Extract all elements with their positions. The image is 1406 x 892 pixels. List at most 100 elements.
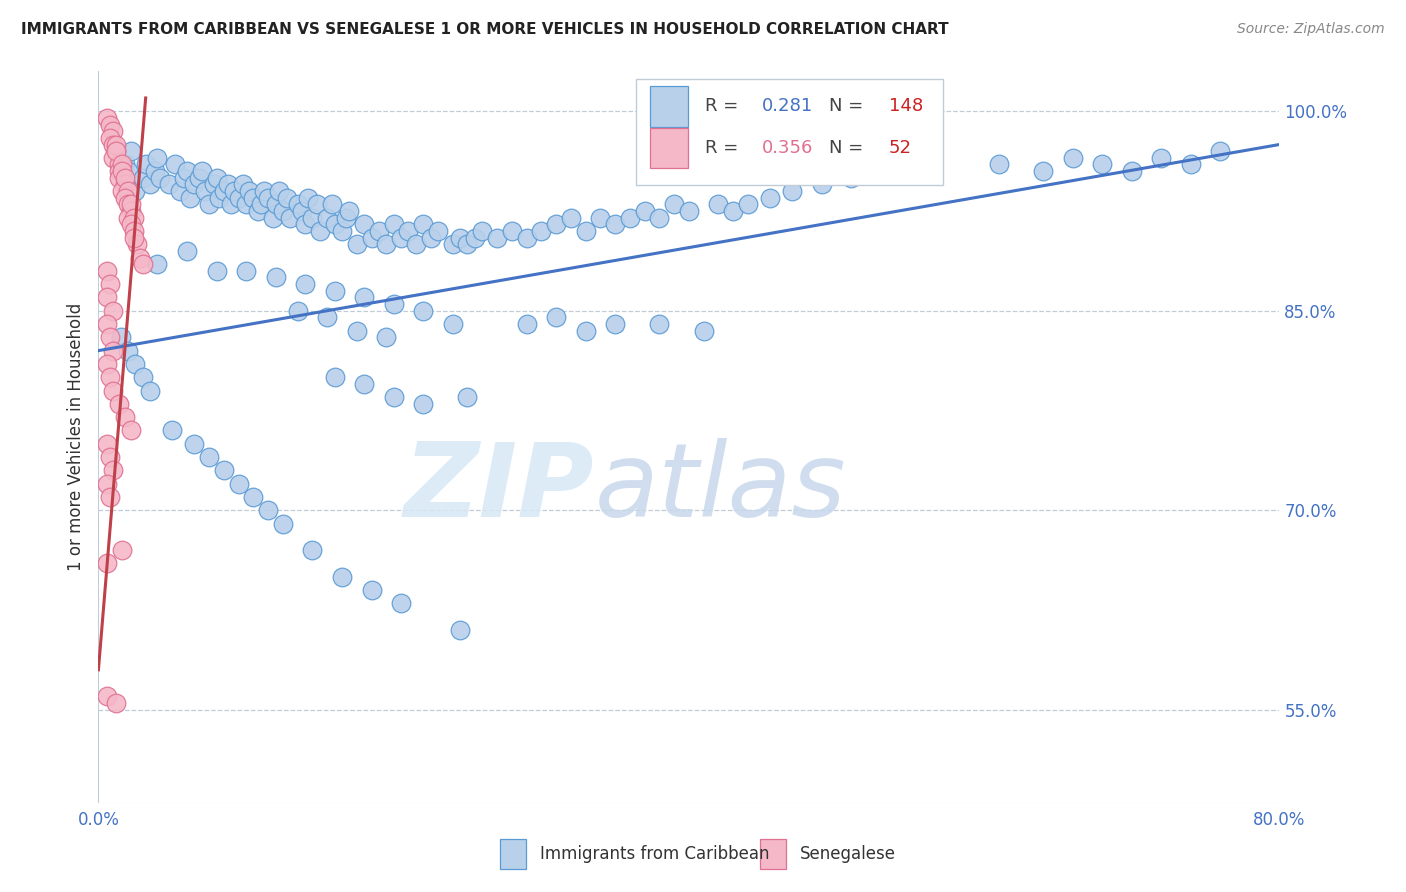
Point [257, 191, 280, 205]
Point [382, 217, 405, 231]
Point [143, 164, 166, 178]
Point [271, 204, 294, 219]
Point [114, 410, 136, 425]
Point [486, 230, 509, 244]
Point [457, 390, 479, 404]
Point [235, 197, 257, 211]
Point [262, 211, 284, 225]
Point [250, 197, 273, 211]
Point [271, 516, 294, 531]
Point [169, 184, 191, 198]
Point [398, 224, 420, 238]
Point [114, 157, 136, 171]
Point [120, 197, 142, 211]
Point [560, 211, 582, 225]
Point [291, 204, 314, 219]
Point [346, 324, 368, 338]
Text: R =: R = [706, 97, 744, 115]
Point [232, 178, 254, 192]
Point [96, 111, 118, 125]
Point [117, 164, 139, 178]
Text: Source: ZipAtlas.com: Source: ZipAtlas.com [1237, 22, 1385, 37]
Point [427, 224, 450, 238]
Point [176, 244, 198, 258]
Point [678, 204, 700, 219]
Point [122, 230, 145, 244]
Text: 52: 52 [889, 139, 911, 157]
Point [108, 170, 131, 185]
Point [1180, 157, 1202, 171]
Text: N =: N = [830, 97, 869, 115]
Point [877, 164, 900, 178]
FancyBboxPatch shape [636, 78, 943, 185]
Point [287, 197, 309, 211]
Point [187, 170, 209, 185]
Point [235, 264, 257, 278]
Point [287, 303, 309, 318]
Point [1121, 164, 1143, 178]
Point [759, 191, 782, 205]
Point [179, 191, 201, 205]
Point [217, 178, 239, 192]
Point [96, 264, 118, 278]
Point [111, 164, 134, 178]
Point [108, 164, 131, 178]
Point [111, 543, 134, 558]
Point [309, 224, 332, 238]
Text: 148: 148 [889, 97, 922, 115]
Point [96, 690, 118, 704]
Point [105, 144, 128, 158]
Point [988, 157, 1011, 171]
Point [149, 170, 172, 185]
Point [264, 270, 287, 285]
Point [546, 217, 568, 231]
FancyBboxPatch shape [650, 128, 688, 169]
Point [103, 124, 125, 138]
Point [114, 178, 136, 192]
Point [103, 343, 125, 358]
Point [375, 237, 398, 252]
Point [212, 184, 235, 198]
Point [267, 184, 290, 198]
Point [1062, 151, 1084, 165]
Point [330, 570, 353, 584]
Point [253, 184, 276, 198]
FancyBboxPatch shape [501, 839, 526, 869]
Point [98, 118, 121, 132]
Point [323, 370, 346, 384]
Point [1032, 164, 1054, 178]
Point [96, 357, 118, 371]
Point [412, 303, 434, 318]
Point [419, 230, 441, 244]
Text: IMMIGRANTS FROM CARIBBEAN VS SENEGALESE 1 OR MORE VEHICLES IN HOUSEHOLD CORRELAT: IMMIGRANTS FROM CARIBBEAN VS SENEGALESE … [21, 22, 949, 37]
Point [516, 230, 538, 244]
Point [98, 450, 121, 464]
Point [132, 170, 155, 185]
Point [103, 151, 125, 165]
Point [605, 217, 627, 231]
Point [330, 224, 353, 238]
Point [648, 317, 671, 331]
Point [841, 170, 863, 185]
Point [228, 191, 250, 205]
Point [120, 424, 142, 438]
Point [120, 217, 142, 231]
Point [176, 164, 198, 178]
Point [914, 157, 936, 171]
Point [132, 257, 155, 271]
Point [412, 397, 434, 411]
Point [242, 490, 264, 504]
Point [546, 310, 568, 325]
Point [353, 290, 375, 304]
Point [471, 224, 494, 238]
Point [368, 224, 391, 238]
Point [103, 463, 125, 477]
Point [280, 211, 302, 225]
Point [1091, 157, 1114, 171]
Point [224, 184, 246, 198]
Point [1150, 151, 1173, 165]
Point [105, 696, 128, 710]
Point [157, 178, 180, 192]
Point [212, 463, 235, 477]
Point [412, 217, 434, 231]
